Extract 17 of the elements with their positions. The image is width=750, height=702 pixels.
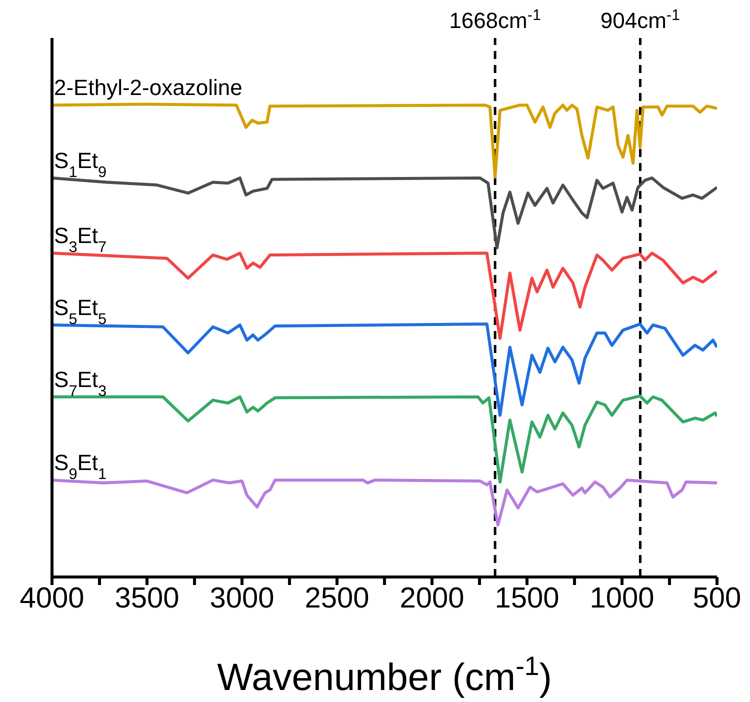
ref-line-label: 904cm$^{-1}$ [600, 6, 680, 33]
x-tick-label: 2000 [400, 582, 464, 615]
series-label: S$_{1}$Et$_{9}$ [54, 148, 107, 180]
x-tick-label: 500 [692, 582, 742, 615]
x-tick-label: 2500 [304, 582, 370, 615]
x-tick-label: 1500 [494, 582, 560, 615]
x-tick-label: 4000 [20, 582, 84, 615]
x-tick-label: 3000 [210, 582, 274, 615]
series-label: S$_{7}$Et$_{3}$ [54, 366, 107, 400]
x-axis-title: Wavenumber (cm$^{-1}$) [217, 651, 552, 699]
x-tick-label: 1000 [590, 582, 654, 615]
series-label: 2-Ethyl-2-oxazoline [54, 75, 242, 100]
x-tick-label: 3500 [114, 582, 180, 615]
ref-line-label: 1668cm$^{-1}$ [449, 6, 542, 33]
series-label: S$_{9}$Et$_{1}$ [54, 450, 107, 483]
series-label: S$_{3}$Et$_{7}$ [54, 223, 107, 256]
series-label: S$_{5}$Et$_{5}$ [54, 294, 107, 328]
